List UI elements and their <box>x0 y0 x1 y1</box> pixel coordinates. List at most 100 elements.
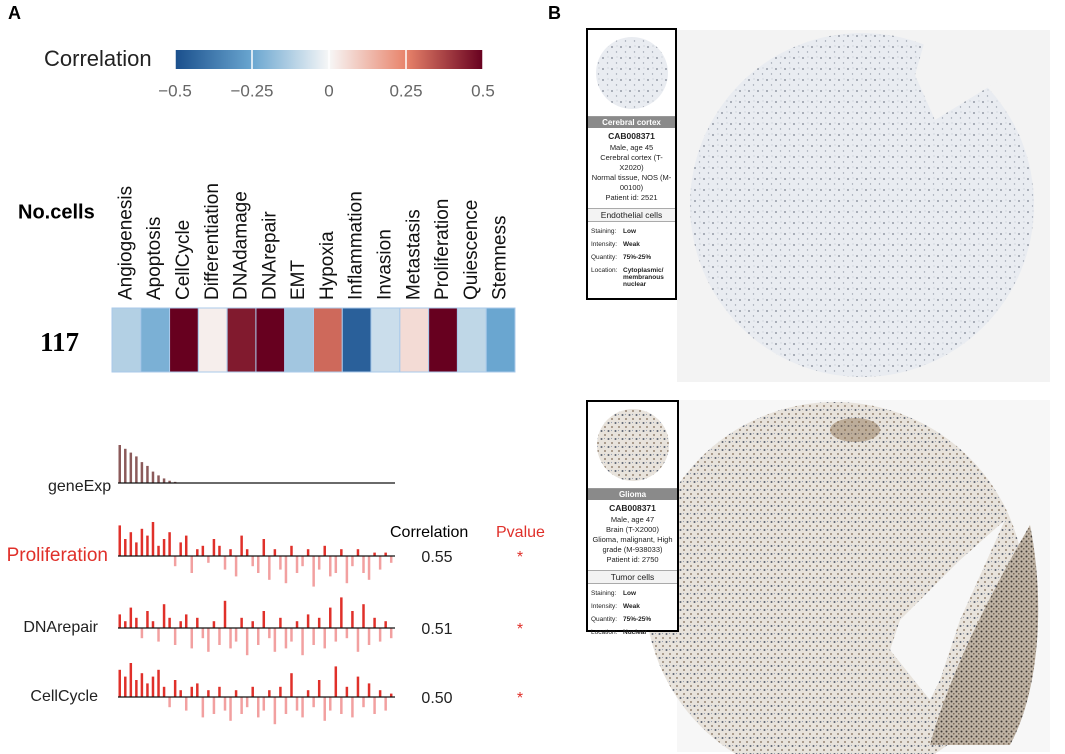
bar <box>301 628 304 656</box>
bar <box>378 690 382 697</box>
bar <box>124 621 127 628</box>
detail-row: Intensity: Weak <box>591 603 674 610</box>
bar <box>135 456 138 483</box>
bar <box>140 462 144 483</box>
bar <box>373 697 376 714</box>
bar <box>262 539 266 556</box>
correlation-header: Correlation <box>390 524 468 541</box>
bar <box>124 539 127 556</box>
bar <box>367 556 371 580</box>
bar <box>234 556 238 577</box>
bar <box>151 621 155 628</box>
bar <box>262 697 266 711</box>
bar <box>340 597 343 628</box>
heatmap-cell <box>255 307 286 373</box>
bar <box>190 686 194 697</box>
info-card: Cerebral cortex CAB008371 Male, age 45 Cere… <box>586 28 677 300</box>
bar <box>168 532 171 556</box>
bar <box>129 532 133 556</box>
bar <box>223 556 227 570</box>
bar <box>268 690 271 697</box>
bar <box>218 545 221 556</box>
detail-key: Location: <box>591 629 618 636</box>
bar <box>124 448 127 483</box>
bar <box>251 556 254 567</box>
bar <box>251 621 254 628</box>
colorbar-tick-label: −0.5 <box>158 81 192 100</box>
card-cell-type: Tumor cells <box>588 570 677 584</box>
bar <box>118 614 121 628</box>
bar <box>356 676 360 697</box>
tissue-fragment <box>930 525 1039 745</box>
bar <box>179 690 182 697</box>
tissue-gap <box>890 520 1005 700</box>
row-name: Proliferation <box>7 545 108 566</box>
bar <box>279 556 282 570</box>
card-line: Brain (T-X2000) <box>606 525 659 534</box>
detail-value: 75%-25% <box>623 254 652 261</box>
state-label: Stemness <box>490 216 511 300</box>
bar <box>223 600 227 628</box>
bar <box>312 697 315 708</box>
bar <box>329 697 332 711</box>
panel-label: A <box>8 3 21 23</box>
bar <box>146 683 149 697</box>
bar <box>251 686 254 697</box>
bar <box>295 556 299 573</box>
bar <box>389 693 393 697</box>
bar <box>362 697 365 708</box>
bar <box>151 522 155 556</box>
bar <box>345 686 349 697</box>
heatmap-cell <box>111 307 142 373</box>
card-line: Male, age 47 <box>610 515 655 524</box>
bar <box>373 617 376 628</box>
bar <box>257 697 260 718</box>
bar <box>223 697 227 711</box>
bar <box>384 552 387 556</box>
bar <box>162 539 166 556</box>
colorbar-tick-label: 0.5 <box>471 81 495 100</box>
bar <box>362 604 365 628</box>
bar <box>162 478 166 483</box>
detail-key: Location: <box>591 267 618 274</box>
heatmap-cell <box>399 307 430 373</box>
heatmap-cell <box>169 307 199 373</box>
bar <box>389 628 393 639</box>
row-title: No.cells <box>18 201 95 223</box>
bar <box>329 556 332 577</box>
pvalue-mark: * <box>517 549 523 566</box>
bar <box>240 617 243 628</box>
bar <box>340 549 343 556</box>
bar <box>151 676 155 697</box>
heatmap-cell <box>456 307 487 373</box>
bar <box>157 669 160 697</box>
bar <box>201 697 205 718</box>
bar <box>317 617 321 628</box>
state-label: Metastasis <box>403 209 424 300</box>
bar <box>284 697 288 714</box>
bar <box>268 628 271 639</box>
correlation-value: 0.50 <box>421 690 452 707</box>
bar <box>129 452 133 483</box>
thumbnail-image <box>595 37 668 109</box>
bar <box>351 556 354 567</box>
card-line: Glioma, malignant, High grade (M-938033) <box>592 535 673 554</box>
thumbnail-image <box>596 409 669 481</box>
heatmap-cell <box>341 307 372 373</box>
bar <box>312 628 315 645</box>
correlation-value: 0.51 <box>421 621 452 638</box>
detail-key: Intensity: <box>591 603 618 610</box>
detail-row: Intensity: Weak <box>591 241 672 248</box>
bar <box>201 628 205 639</box>
detail-value: Cytoplasmic/ membranous nuclear <box>623 267 664 288</box>
bar <box>168 480 171 483</box>
bar <box>135 542 138 556</box>
bar <box>168 617 171 628</box>
bar <box>323 697 326 721</box>
bar <box>245 697 249 708</box>
pvalue-mark: * <box>517 621 523 638</box>
row-name: DNArepair <box>23 619 98 636</box>
heatmap-cell <box>226 307 257 373</box>
bar <box>118 445 121 483</box>
